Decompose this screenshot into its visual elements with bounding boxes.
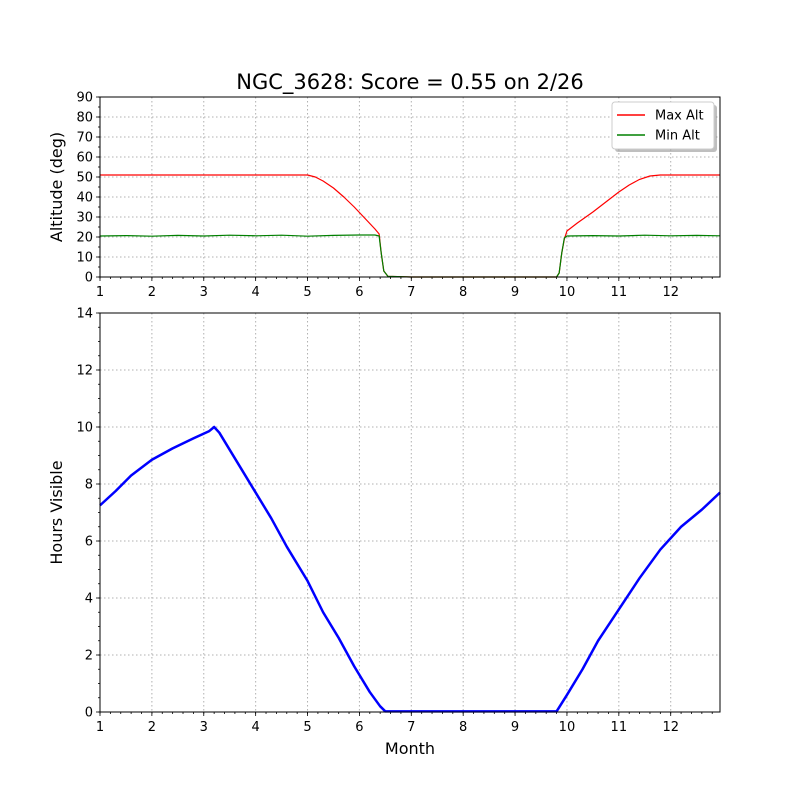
alt-y-tick-label: 50	[76, 171, 93, 186]
hours-x-tick-label: 3	[200, 720, 208, 735]
hours-plot-frame	[99, 312, 721, 713]
alt-x-tick-label: 3	[200, 285, 208, 300]
alt-y-tick-label: 20	[76, 231, 93, 246]
alt-y-tick-label: 80	[76, 111, 93, 126]
hours-x-tick-label: 11	[611, 720, 628, 735]
alt-x-tick-label: 4	[252, 285, 260, 300]
hours-x-tick-label: 10	[559, 720, 576, 735]
hours-y-tick-label: 12	[76, 364, 93, 379]
alt-x-tick-label: 1	[96, 285, 104, 300]
alt-x-tick-label: 11	[611, 285, 628, 300]
hours-y-tick-label: 8	[85, 478, 93, 493]
hours-x-tick-label: 12	[662, 720, 679, 735]
hours-y-tick-label: 10	[76, 421, 93, 436]
alt-y-tick-label: 60	[76, 151, 93, 166]
hours-x-tick-label: 4	[252, 720, 260, 735]
hours-x-tick-label: 2	[148, 720, 156, 735]
hours-x-tick-label: 6	[355, 720, 363, 735]
hours-x-tick-label: 9	[511, 720, 519, 735]
hours-y-tick-label: 0	[85, 706, 93, 721]
legend: Max Alt Min Alt	[611, 101, 717, 152]
hours-y-tick-label: 6	[85, 535, 93, 550]
hours-y-tick-label: 2	[85, 649, 93, 664]
chart-title: NGC_3628: Score = 0.55 on 2/26	[236, 70, 584, 95]
hours-x-tick-label: 5	[303, 720, 311, 735]
alt-x-tick-label: 2	[148, 285, 156, 300]
legend-label-min-alt: Min Alt	[655, 129, 700, 144]
alt-y-tick-label: 70	[76, 131, 93, 146]
alt-y-tick-label: 30	[76, 211, 93, 226]
hours-x-axis-label: Month	[385, 739, 435, 758]
hours-series-line-hours-visible	[99, 425, 721, 713]
hours-y-axis-label: Hours Visible	[47, 460, 66, 564]
hours-x-tick-label: 7	[407, 720, 415, 735]
alt-x-tick-label: 5	[303, 285, 311, 300]
alt-x-tick-label: 10	[559, 285, 576, 300]
alt-y-axis-label: Altitude (deg)	[47, 132, 66, 242]
legend-box	[611, 101, 715, 150]
alt-y-tick-label: 40	[76, 191, 93, 206]
alt-series-line-min-alt	[99, 234, 721, 278]
alt-y-tick-label: 10	[76, 251, 93, 266]
hours-y-tick-label: 14	[76, 307, 93, 322]
hours-x-tick-label: 8	[459, 720, 467, 735]
alt-x-tick-label: 9	[511, 285, 519, 300]
alt-y-tick-label: 0	[85, 271, 93, 286]
alt-y-tick-label: 90	[76, 91, 93, 106]
legend-label-max-alt: Max Alt	[655, 109, 704, 124]
alt-x-tick-label: 6	[355, 285, 363, 300]
alt-x-tick-label: 7	[407, 285, 415, 300]
alt-x-tick-label: 12	[662, 285, 679, 300]
alt-plot-frame	[99, 96, 721, 278]
hours-y-tick-label: 4	[85, 592, 93, 607]
alt-x-tick-label: 8	[459, 285, 467, 300]
hours-x-tick-label: 1	[96, 720, 104, 735]
